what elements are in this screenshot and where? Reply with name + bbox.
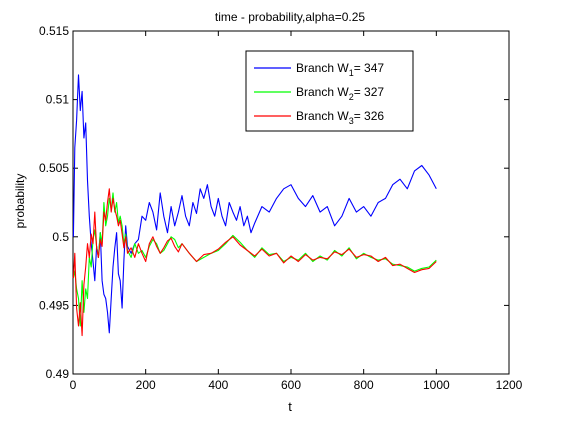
legend-box: [245, 50, 414, 132]
legend-label-1: Branch W1= 347: [296, 61, 384, 78]
x-tick-label: 800: [354, 378, 374, 392]
legend-label-3: Branch W3= 326: [296, 109, 384, 126]
chart-title: time - probability,alpha=0.25: [215, 10, 366, 24]
legend: Branch W1= 347 Branch W2= 327 Branch W3= 3…: [245, 50, 414, 132]
x-tick-label: 0: [70, 378, 77, 392]
x-tick-label: 400: [208, 378, 228, 392]
y-tick-label: 0.505: [39, 161, 69, 175]
y-tick-label: 0.5: [52, 230, 69, 244]
x-axis-label: t: [288, 399, 292, 414]
y-tick-label: 0.495: [39, 298, 69, 312]
legend-label-2: Branch W2= 327: [296, 85, 384, 102]
y-tick-label: 0.51: [46, 93, 70, 107]
x-tick-label: 600: [281, 378, 301, 392]
x-tick-label: 1000: [423, 378, 450, 392]
y-axis-label: probability: [13, 174, 27, 229]
x-tick-label: 200: [136, 378, 156, 392]
series-line-3: [72, 188, 437, 337]
y-tick-label: 0.49: [46, 367, 70, 381]
y-tick-label: 0.515: [39, 24, 69, 38]
x-tick-label: 1200: [496, 378, 523, 392]
